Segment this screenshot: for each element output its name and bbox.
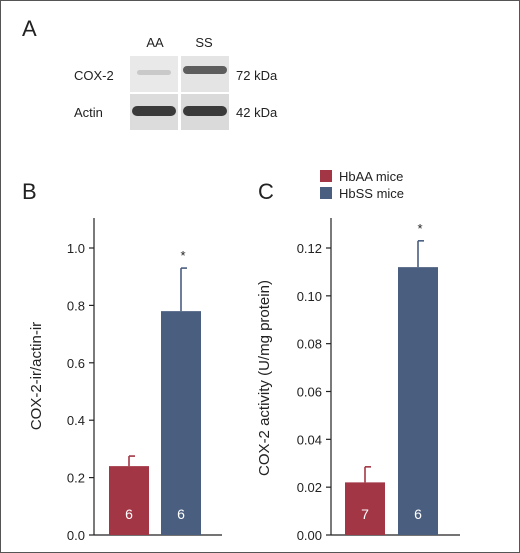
chart-b-ytick-label: 0.6	[67, 356, 85, 371]
chart-b-ytick-label: 0.4	[67, 413, 85, 428]
chart-c-ytick-label: 0.12	[297, 241, 322, 256]
blot-row-size-actin: 42 kDa	[236, 105, 278, 120]
chart-b-n-label: 6	[177, 506, 185, 522]
chart-c-y-label: COX-2 activity (U/mg protein)	[256, 280, 273, 476]
blot-row-label-actin: Actin	[74, 105, 103, 120]
chart-c-n-label: 7	[361, 506, 369, 522]
chart-c-significance-marker: *	[417, 221, 422, 236]
chart-c-bar	[398, 267, 438, 535]
blot-band-actin-aa	[132, 106, 176, 116]
panel-label-a: A	[22, 16, 37, 41]
blot-band-cox2-ss	[183, 66, 227, 74]
chart-b-ytick-label: 0.0	[67, 528, 85, 543]
legend-label-hbss: HbSS mice	[339, 186, 404, 201]
chart-b: COX-2-ir/actin-ir 0.0 0.2 0.4 0.6 0.8 1.0 6 6 *	[28, 218, 222, 543]
blot-row-label-cox2: COX-2	[74, 68, 114, 83]
chart-b-ytick-label: 1.0	[67, 241, 85, 256]
blot-band-cox2-aa	[137, 70, 171, 75]
chart-c-ytick-label: 0.08	[297, 337, 322, 352]
blot-lane-ss: SS	[195, 35, 213, 50]
blot-band-actin-ss	[183, 106, 227, 116]
panel-label-c: C	[258, 179, 274, 204]
chart-b-significance-marker: *	[180, 248, 185, 263]
legend-swatch-hbss	[320, 187, 332, 199]
blot-row-size-cox2: 72 kDa	[236, 68, 278, 83]
chart-b-bar	[161, 311, 201, 535]
chart-b-y-label: COX-2-ir/actin-ir	[28, 322, 45, 430]
blot-image	[130, 56, 229, 130]
legend-swatch-hbaa	[320, 170, 332, 182]
chart-c-ytick-label: 0.10	[297, 289, 322, 304]
chart-b-ytick-label: 0.8	[67, 298, 85, 313]
blot-lane-aa: AA	[146, 35, 164, 50]
chart-b-bar	[109, 466, 149, 535]
chart-c-n-label: 6	[414, 506, 422, 522]
chart-c-ytick-label: 0.06	[297, 385, 322, 400]
chart-c-ytick-label: 0.00	[297, 528, 322, 543]
legend-label-hbaa: HbAA mice	[339, 169, 403, 184]
chart-c-ytick-label: 0.02	[297, 480, 322, 495]
panel-label-b: B	[22, 179, 37, 204]
chart-c-bar	[345, 482, 385, 535]
chart-c: COX-2 activity (U/mg protein) 0.00 0.02 0.…	[256, 218, 460, 543]
chart-c-ytick-label: 0.04	[297, 432, 322, 447]
chart-b-n-label: 6	[125, 506, 133, 522]
chart-b-ytick-label: 0.2	[67, 471, 85, 486]
